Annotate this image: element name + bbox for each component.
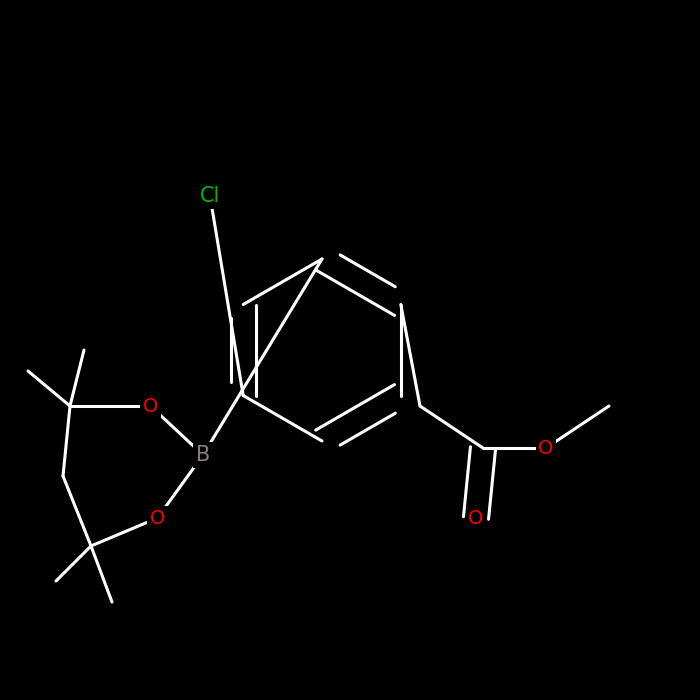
Text: Cl: Cl <box>199 186 220 206</box>
Text: O: O <box>150 508 165 528</box>
Text: O: O <box>538 438 554 458</box>
Text: O: O <box>143 396 158 416</box>
Text: B: B <box>196 445 210 465</box>
Text: O: O <box>468 508 484 528</box>
